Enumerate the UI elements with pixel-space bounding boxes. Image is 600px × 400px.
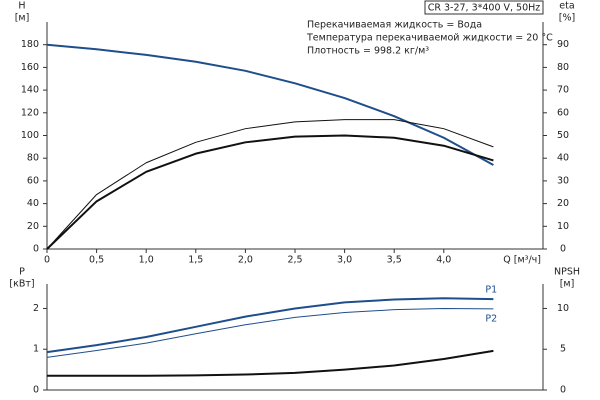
y-tick-label: 160 <box>21 62 39 73</box>
y-tick-label: 100 <box>21 130 39 141</box>
x-tick-label: 4,0 <box>436 255 451 266</box>
y-tick-label: 0 <box>33 385 39 396</box>
curve <box>46 297 494 354</box>
x-tick-label: 3,5 <box>387 255 402 266</box>
y-tick-label: 20 <box>27 221 39 232</box>
y2-tick-label: 90 <box>557 39 569 50</box>
x-tick-label: 2,0 <box>238 255 253 266</box>
y-tick-label: 80 <box>27 153 39 164</box>
y2-tick-label: 20 <box>557 198 569 209</box>
y2-tick-label: 10 <box>557 221 569 232</box>
y2-tick-label: 0 <box>560 244 566 255</box>
x-tick-label: 2,5 <box>287 255 302 266</box>
y-tick-label: 60 <box>27 175 39 186</box>
x-tick-label: 1,0 <box>139 255 154 266</box>
y2-axis-label: [м] <box>560 279 575 290</box>
chart-title: CR 3-27, 3*400 V, 50Hz <box>428 3 541 14</box>
y-tick-label: 40 <box>27 198 39 209</box>
y2-axis-label: NPSH <box>554 267 580 278</box>
annotation: Перекачиваемая жидкость = Вода <box>307 20 482 31</box>
y-axis-label: P <box>19 267 25 278</box>
y-axis-label: [кВт] <box>9 279 34 290</box>
y-tick-label: 2 <box>33 303 39 314</box>
y2-tick-label: 30 <box>557 175 569 186</box>
y2-axis-label: eta <box>559 1 574 12</box>
y-axis-label: [м] <box>15 13 30 24</box>
y2-tick-label: 50 <box>557 130 569 141</box>
annotation: Плотность = 998.2 кг/м³ <box>307 46 429 57</box>
curve <box>46 119 494 250</box>
series-label: P1 <box>485 285 497 296</box>
y2-tick-label: 40 <box>557 153 569 164</box>
x-tick-label: 0 <box>44 255 50 266</box>
y-tick-label: 0 <box>33 244 39 255</box>
x-axis-label: Q [м³/ч] <box>503 255 541 266</box>
curve <box>47 349 494 377</box>
x-tick-label: 1,5 <box>188 255 203 266</box>
curve <box>46 43 494 166</box>
y-tick-label: 1 <box>33 344 39 355</box>
y2-tick-label: 70 <box>557 85 569 96</box>
y-tick-label: 140 <box>21 85 39 96</box>
y2-tick-label: 80 <box>557 62 569 73</box>
curve <box>46 134 494 250</box>
y2-axis-label: [%] <box>559 13 575 24</box>
y2-tick-label: 5 <box>560 344 566 355</box>
y2-tick-label: 10 <box>557 303 569 314</box>
title-box <box>424 0 544 15</box>
annotation: Температура перекачиваемой жидкости = 20… <box>306 33 553 44</box>
y-tick-label: 120 <box>21 107 39 118</box>
y-tick-label: 180 <box>21 39 39 50</box>
y2-tick-label: 0 <box>560 385 566 396</box>
y2-tick-label: 60 <box>557 107 569 118</box>
x-tick-label: 3,0 <box>337 255 352 266</box>
y-axis-label: H <box>18 1 25 12</box>
curve <box>46 307 494 358</box>
series-label: P2 <box>485 313 497 324</box>
x-tick-label: 0,5 <box>89 255 104 266</box>
